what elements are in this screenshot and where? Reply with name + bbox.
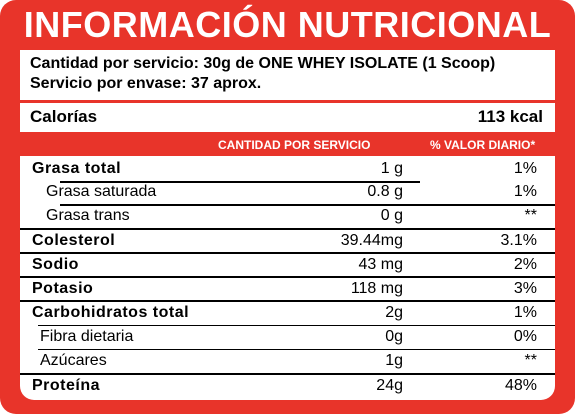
row-divider: [20, 252, 555, 254]
nutrient-amount: 24g: [376, 377, 403, 394]
nutrient-row-protein: Proteína 24g 48%: [20, 374, 555, 398]
nutrient-row-trans-fat: Grasa trans 0 g **: [20, 204, 555, 228]
nutrient-daily-value: **: [524, 207, 537, 224]
calories-value: 113 kcal: [477, 107, 543, 126]
nutrient-row-cholesterol: Colesterol 39.44mg 3.1%: [20, 229, 555, 253]
servings-per-container: Servicio por envase: 37 aprox.: [30, 75, 262, 92]
nutrient-daily-value: 2%: [513, 256, 537, 273]
nutrient-name: Colesterol: [32, 232, 116, 249]
nutrient-name: Carbohidratos total: [32, 304, 190, 321]
nutrient-daily-value: 0%: [513, 328, 537, 345]
nutrient-daily-value: 3%: [513, 280, 537, 297]
row-divider: [38, 349, 555, 350]
row-divider: [20, 300, 555, 302]
nutrient-daily-value: 48%: [504, 377, 537, 394]
nutrient-amount: 0 g: [380, 207, 403, 224]
nutrient-amount: 118 mg: [350, 280, 403, 297]
nutrient-daily-value: 1%: [513, 304, 537, 321]
nutrient-name: Azúcares: [40, 352, 107, 369]
nutrient-row-total-carbs: Carbohidratos total 2g 1%: [20, 301, 555, 325]
nutrient-amount: 1 g: [380, 160, 403, 177]
nutrient-table: Grasa total 1 g 1% Grasa saturada 0.8 g …: [20, 156, 555, 400]
nutrient-row-sodium: Sodio 43 mg 2%: [20, 253, 555, 277]
nutrient-amount: 2g: [385, 304, 403, 321]
nutrient-amount: 1g: [385, 352, 403, 369]
nutrient-amount: 0.8 g: [367, 183, 403, 200]
row-divider: [60, 181, 420, 183]
nutrient-amount: 0g: [385, 328, 403, 345]
nutrient-name: Proteína: [32, 377, 101, 394]
nutrient-daily-value: **: [524, 352, 537, 369]
nutrient-daily-value: 3.1%: [500, 232, 537, 249]
row-divider: [60, 204, 555, 206]
nutrient-row-total-fat: Grasa total 1 g 1%: [20, 157, 555, 181]
column-header-amount: CANTIDAD POR SERVICIO: [218, 138, 371, 152]
column-header-daily-value: % VALOR DIARIO*: [430, 138, 536, 152]
serving-size: Cantidad por servicio: 30g de ONE WHEY I…: [30, 55, 496, 72]
nutrient-row-potassium: Potasio 118 mg 3%: [20, 277, 555, 301]
nutrient-daily-value: 1%: [513, 160, 537, 177]
calories-row: Calorías 113 kcal: [20, 103, 555, 132]
row-divider: [38, 325, 555, 326]
nutrient-name: Grasa total: [32, 160, 122, 177]
nutrient-daily-value: 1%: [513, 183, 537, 200]
nutrient-row-saturated-fat: Grasa saturada 0.8 g 1%: [20, 180, 555, 204]
serving-info: Cantidad por servicio: 30g de ONE WHEY I…: [20, 50, 555, 100]
row-divider: [20, 373, 555, 375]
nutrient-name: Grasa saturada: [46, 183, 157, 200]
calories-label: Calorías: [30, 107, 98, 126]
row-divider: [20, 276, 555, 278]
nutrient-amount: 43 mg: [358, 256, 403, 273]
nutrient-row-fiber: Fibra dietaria 0g 0%: [20, 325, 555, 349]
nutrient-name: Sodio: [32, 256, 79, 273]
row-divider: [20, 228, 555, 230]
nutrient-name: Fibra dietaria: [40, 328, 134, 345]
nutrient-amount: 39.44mg: [340, 232, 403, 249]
label-title: INFORMACIÓN NUTRICIONAL: [23, 4, 552, 45]
nutrient-name: Potasio: [32, 280, 94, 297]
nutrient-row-sugars: Azúcares 1g **: [20, 349, 555, 373]
nutrient-name: Grasa trans: [46, 207, 130, 224]
